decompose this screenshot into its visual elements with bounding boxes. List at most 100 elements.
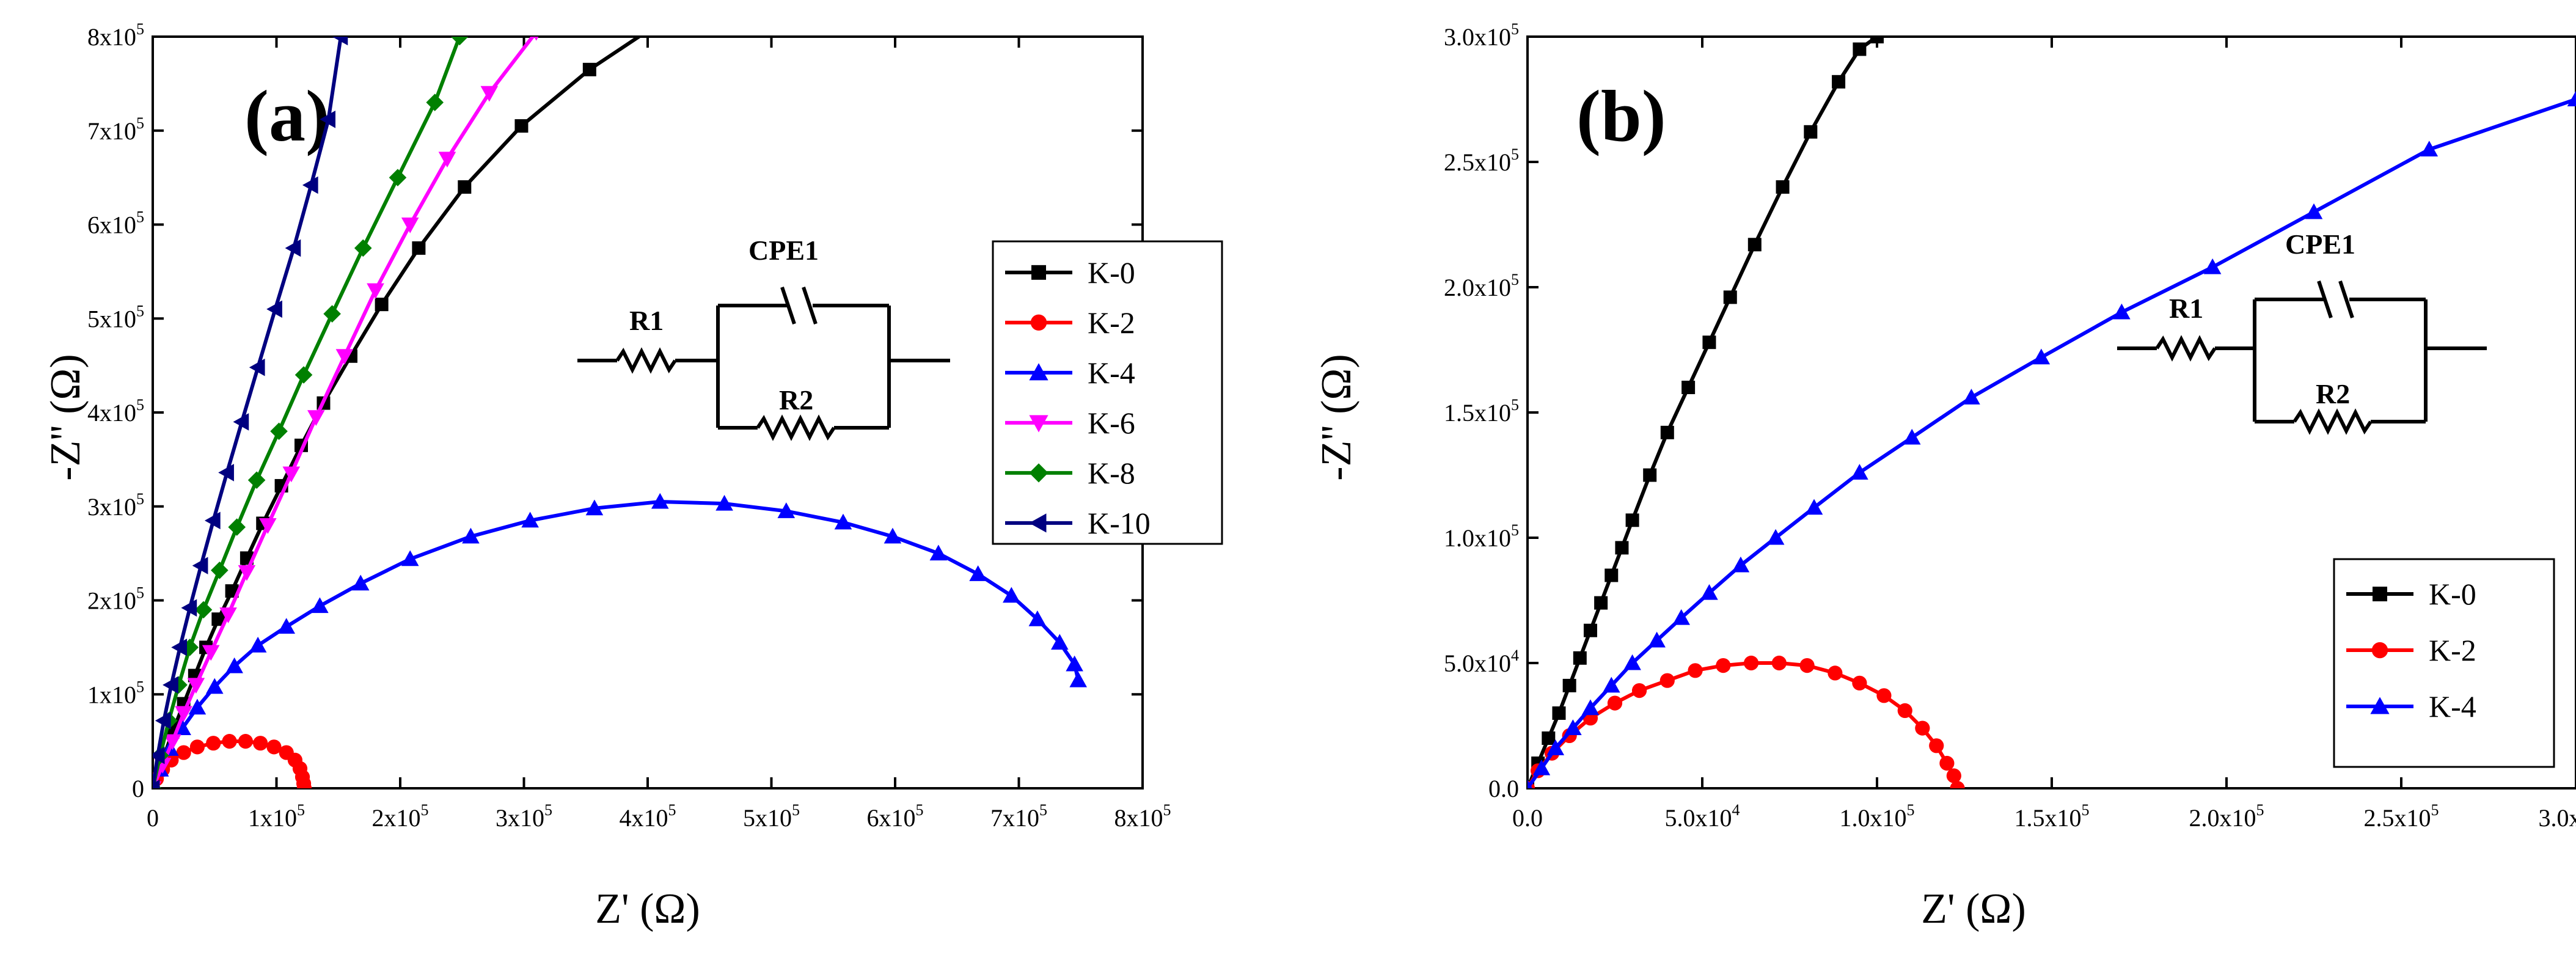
panel-b-series-k-2-point — [1915, 720, 1930, 736]
panel-a-series-k-8-point — [450, 37, 469, 46]
panel-b-series-k-2-point — [1852, 675, 1867, 691]
panel-a-circuit-cpe1: CPE1 — [748, 235, 819, 266]
panel-a-series-k-10-point — [192, 557, 208, 574]
panel-b-legend-k-0-label: K-0 — [2429, 577, 2476, 611]
panel-b-series-k-4-point — [2032, 348, 2051, 365]
panel-b-series-k-0-point — [1562, 678, 1576, 692]
panel-a-legend-box — [992, 240, 1223, 545]
panel-a-series-k-4-point — [929, 544, 948, 561]
panel-a-x-tick-label: 8x105 — [1114, 801, 1171, 832]
panel-b-series-k-0-point — [1747, 238, 1762, 252]
panel-b-y-tick-label: 3.0x105 — [1444, 20, 1519, 51]
panel-b-circuit-r2: R2 — [2316, 378, 2350, 409]
panel-b-series-k-2-point — [1950, 780, 1965, 788]
panel-b-series-k-4-point — [1903, 428, 1921, 445]
panel-a-y-tick-label: 3x105 — [87, 490, 144, 521]
panel-b-series-k-4-point — [1528, 779, 1532, 788]
panel-a-series-k-10-point — [204, 511, 221, 530]
panel-a-series-k-10-point — [302, 176, 318, 194]
panel-a-series-k-10-point — [153, 779, 160, 788]
panel-b-series-k-4-point — [1851, 464, 1868, 480]
panel-a-x-axis-title: Z' (Ω) — [595, 885, 700, 933]
panel-a-x-tick-label: 4x105 — [620, 801, 676, 832]
panel-a-series-k-6-point — [534, 37, 539, 41]
panel-b-series-k-0-line — [1528, 37, 1878, 788]
panel-a-circuit-r2: R2 — [779, 384, 813, 416]
panel-b-legend-k-4-marker — [2370, 697, 2390, 714]
panel-b-series-k-4-point — [1546, 739, 1565, 755]
panel-a-series-k-4-point — [1051, 634, 1069, 650]
panel-a-series-k-4-point — [277, 618, 295, 634]
panel-b-x-tick-label: 2.0x105 — [2189, 801, 2264, 832]
panel-a-series-k-10-line — [153, 37, 343, 788]
panel-b-series-k-2-point — [1799, 658, 1815, 673]
panel-a-y-axis-title: -Z'' (Ω) — [42, 354, 89, 480]
panel-a-series-k-8-point — [247, 471, 266, 489]
panel-b-y-tick-label: 2.5x105 — [1444, 145, 1519, 176]
panel-b-legend-k-2-label: K-2 — [2429, 633, 2476, 667]
panel-a-series-k-4-point — [651, 493, 669, 509]
panel-b-series-k-2-point — [1771, 655, 1787, 671]
panel-a-series-k-10-point — [249, 358, 265, 376]
panel-a-series-k-2-point — [222, 734, 237, 749]
panel-b-x-tick-label: 0.0 — [1512, 804, 1543, 832]
panel-a-series-k-4-point — [834, 513, 852, 530]
panel-b-series-group — [1528, 37, 2576, 788]
panel-b-series-k-0-point — [1625, 513, 1639, 527]
panel-b-series-k-4-point — [1963, 389, 1980, 405]
panel-a-series-k-4-point — [777, 502, 796, 518]
panel-b-y-tick-label: 1.0x105 — [1444, 521, 1519, 552]
panel-b-y-tick-label: 0.0 — [1488, 775, 1519, 802]
panel-b-x-tick-label: 1.0x105 — [1840, 801, 1915, 832]
panel-a-series-k-8-point — [194, 601, 213, 619]
panel-a-series-k-8-point — [426, 93, 444, 111]
panel-a-x-tick-label: 2x105 — [372, 801, 429, 832]
panel-b-series-k-4-point — [2203, 258, 2222, 274]
panel-a-series-k-4-point — [521, 511, 539, 528]
panel-a-series-k-4-point — [715, 494, 733, 511]
panel-a-series-k-6-point — [238, 565, 256, 581]
panel-a-series-k-4-line — [153, 500, 1080, 788]
panel-a-series-k-4-point — [1028, 610, 1047, 626]
panel-b-series-k-0-point — [1605, 568, 1619, 582]
panel-b-x-tick-label: 3.0x105 — [2539, 801, 2576, 832]
panel-b-series-k-4-point — [1623, 654, 1641, 670]
panel-a-y-tick-label: 4x105 — [87, 396, 144, 427]
panel-a-series-k-0-point — [458, 180, 472, 194]
panel-a-x-tick-label: 1x105 — [248, 801, 305, 832]
panel-a-series-group — [153, 16, 1087, 788]
panel-a-series-k-4-point — [205, 678, 224, 694]
panel-a-series-k-6-point — [259, 518, 277, 534]
panel-a-series-k-4-point — [249, 637, 267, 653]
panel-a-x-tick-label: 5x105 — [743, 801, 800, 832]
panel-a-series-k-10-point — [266, 300, 282, 318]
panel-a-y-tick-label: 1x105 — [87, 678, 144, 708]
panel-b-series-k-2-point — [1716, 658, 1731, 673]
panel-a-series-k-8-point — [295, 366, 313, 384]
panel-b-series-k-2-point — [1929, 738, 1944, 753]
panel-b-series-k-0-point — [1552, 706, 1566, 720]
panel-b-series-k-4-line — [1528, 97, 2576, 788]
panel-b-y-tick-label: 5.0x104 — [1444, 647, 1519, 677]
panel-a-series-k-0-point — [514, 119, 529, 133]
panel-a-series-k-8-line — [153, 37, 462, 788]
panel-b-series-k-2-point — [1688, 663, 1703, 678]
panel-b-series-k-2-point — [1946, 768, 1961, 783]
panel-a-legend-k-2-marker — [1030, 314, 1047, 331]
panel-b-series-k-0-point — [1776, 180, 1790, 194]
panel-a-y-tick-label: 0 — [132, 775, 144, 802]
panel-a-series-k-2-point — [266, 739, 282, 755]
panel-a-legend-k-2-label: K-2 — [1088, 306, 1135, 340]
panel-a-series-k-4-point — [585, 499, 604, 516]
panel-a-series-k-8-point — [323, 305, 341, 323]
panel-a-series-k-6-point — [438, 152, 456, 168]
panel-a-series-k-0-point — [653, 16, 667, 29]
panel-b-circuit-r1: R1 — [2169, 293, 2203, 324]
panel-b-series-k-2-point — [1876, 688, 1892, 703]
panel-a-series-k-4-point — [1003, 587, 1020, 603]
panel-a-series-k-4-point — [225, 657, 243, 673]
panel-a-series-k-6-point — [175, 706, 192, 722]
panel-a-series-k-10-point — [218, 464, 234, 482]
panel-b-series-k-4-point — [1766, 529, 1785, 545]
